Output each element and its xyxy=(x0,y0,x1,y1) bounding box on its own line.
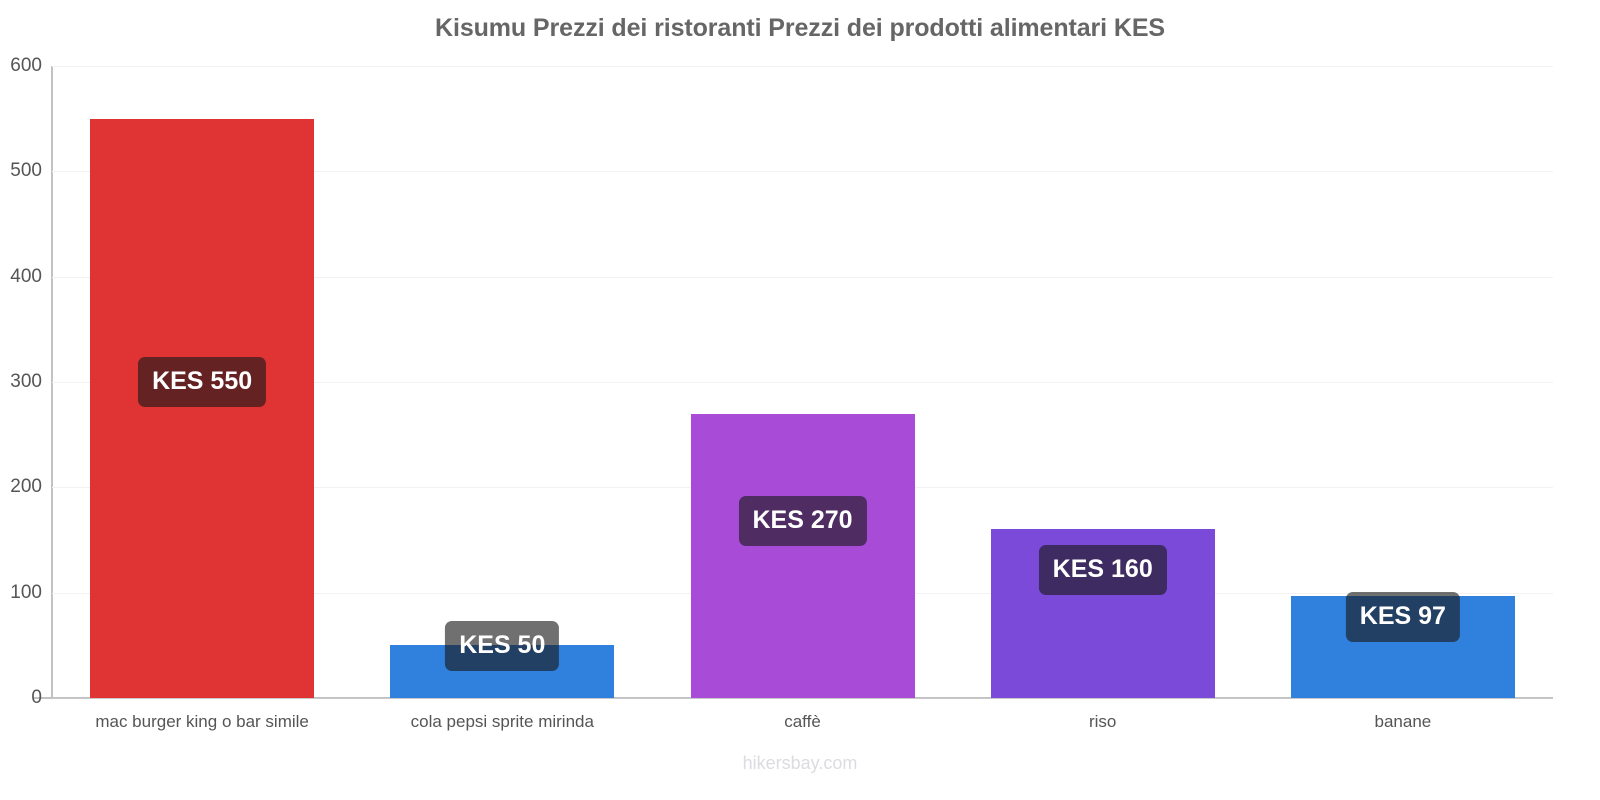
gridline xyxy=(52,698,1553,699)
bar-value-label: KES 160 xyxy=(1038,545,1167,596)
x-axis-tick-label: banane xyxy=(1374,712,1432,731)
y-axis-tick-label: 100 xyxy=(10,581,42,603)
y-axis-tick-label: 0 xyxy=(31,687,42,708)
x-axis-tick-label: cola pepsi sprite mirinda xyxy=(410,712,594,731)
y-axis-tick-label: 400 xyxy=(10,265,42,287)
x-axis-tick-label: caffè xyxy=(784,712,821,731)
gridline xyxy=(52,382,1553,383)
gridline xyxy=(52,276,1553,278)
y-axis-tick-label: 300 xyxy=(10,371,42,392)
y-axis-tick-label: 600 xyxy=(10,55,42,76)
y-axis-tick-label: 500 xyxy=(10,160,42,182)
footer-credit: hikersbay.com xyxy=(742,753,858,773)
bar-value-label: KES 550 xyxy=(138,356,267,407)
bar[interactable] xyxy=(690,413,915,698)
gridline xyxy=(52,171,1553,173)
gridline xyxy=(52,66,1553,67)
bar-value-label: KES 270 xyxy=(738,495,867,546)
bar-value-label: KES 97 xyxy=(1345,591,1460,642)
axis-origin-tick xyxy=(34,697,52,699)
bar[interactable] xyxy=(90,118,315,698)
x-axis-tick-label: riso xyxy=(1088,712,1117,731)
bar-value-label: KES 50 xyxy=(445,621,560,672)
y-axis-tick-label: 200 xyxy=(10,476,42,498)
chart-title: Kisumu Prezzi dei ristoranti Prezzi dei … xyxy=(435,14,1165,42)
x-axis-tick-label: mac burger king o bar simile xyxy=(95,712,309,731)
